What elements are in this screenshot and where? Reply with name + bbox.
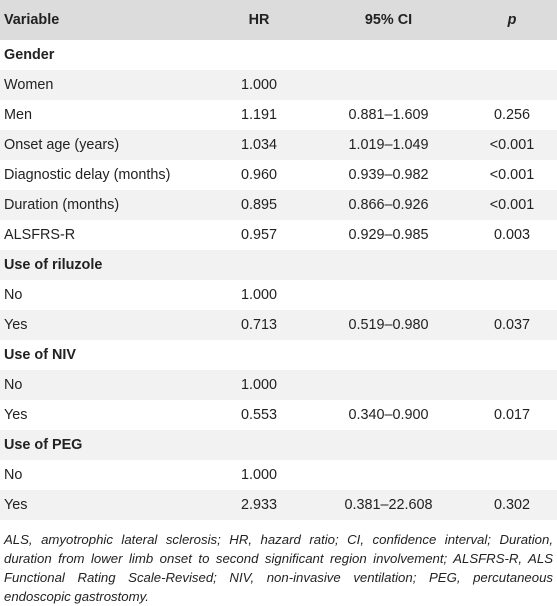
- cell-p: [467, 250, 557, 280]
- cell-ci: 0.881–1.609: [348, 107, 429, 123]
- cell-hr: 1.000: [240, 467, 277, 483]
- cell-p: 0.037: [493, 317, 530, 333]
- cell-hr: [208, 250, 310, 280]
- cell-ci: 0.340–0.900: [348, 407, 429, 423]
- cell-hr: [208, 340, 310, 370]
- cell-hr: 1.191: [240, 107, 277, 123]
- cell-p: <0.001: [489, 137, 535, 153]
- cell-hr: 2.933: [240, 497, 277, 513]
- cell-ci: [310, 40, 467, 70]
- cell-p: 0.017: [493, 407, 530, 423]
- cell-variable: Yes: [4, 497, 28, 513]
- table-row: No 1.000: [0, 460, 557, 490]
- cell-hr: 0.553: [240, 407, 277, 423]
- table-row: Diagnostic delay (months) 0.960 0.939–0.98…: [0, 160, 557, 190]
- cell-ci: [310, 430, 467, 460]
- cell-p: [467, 340, 557, 370]
- cell-p: [467, 70, 557, 100]
- table-row: Onset age (years) 1.034 1.019–1.049 <0.001: [0, 130, 557, 160]
- table-group-row: Gender: [0, 40, 557, 70]
- table-body: Gender Women 1.000 Men 1.191 0.881–1.609 0.256…: [0, 40, 557, 520]
- cell-ci: 0.866–0.926: [348, 197, 429, 213]
- cell-p: <0.001: [489, 167, 535, 183]
- cell-ci: 0.939–0.982: [348, 167, 429, 183]
- cell-ci: [310, 250, 467, 280]
- cell-variable: Duration (months): [4, 197, 120, 213]
- cell-p: [467, 430, 557, 460]
- cell-variable: Use of NIV: [4, 347, 76, 363]
- cell-hr: 1.000: [240, 77, 277, 93]
- table-row: Duration (months) 0.895 0.866–0.926 <0.001: [0, 190, 557, 220]
- cell-variable: Diagnostic delay (months): [4, 167, 171, 183]
- cell-variable: Yes: [4, 317, 28, 333]
- table-row: Yes 0.553 0.340–0.900 0.017: [0, 400, 557, 430]
- cell-p: 0.256: [493, 107, 530, 123]
- cell-hr: 1.000: [240, 287, 277, 303]
- cell-ci: [310, 460, 467, 490]
- hazard-ratio-table: Variable HR 95% CI p Gender Women 1.000 Men…: [0, 0, 557, 520]
- cell-variable: Use of PEG: [4, 437, 83, 453]
- cell-hr: 1.000: [240, 377, 277, 393]
- cell-ci: [310, 70, 467, 100]
- cell-p: [467, 460, 557, 490]
- cell-hr: 0.895: [240, 197, 277, 213]
- cell-hr: 1.034: [240, 137, 277, 153]
- table-row: Women 1.000: [0, 70, 557, 100]
- cell-variable: Women: [4, 77, 54, 93]
- cell-variable: Use of riluzole: [4, 257, 103, 273]
- cell-ci: [310, 370, 467, 400]
- table-group-row: Use of riluzole: [0, 250, 557, 280]
- cell-p: 0.003: [493, 227, 530, 243]
- cell-hr: 0.957: [240, 227, 277, 243]
- cell-ci: 0.519–0.980: [348, 317, 429, 333]
- header-variable: Variable: [4, 12, 60, 28]
- table-row: Yes 2.933 0.381–22.608 0.302: [0, 490, 557, 520]
- cell-variable: Onset age (years): [4, 137, 120, 153]
- table-row: No 1.000: [0, 280, 557, 310]
- cell-variable: ALSFRS-R: [4, 227, 76, 243]
- table-row: No 1.000: [0, 370, 557, 400]
- table-footnote: ALS, amyotrophic lateral sclerosis; HR, …: [4, 532, 553, 604]
- cell-variable: No: [4, 467, 23, 483]
- cell-variable: No: [4, 287, 23, 303]
- table-header-row: Variable HR 95% CI p: [0, 0, 557, 40]
- table-row: ALSFRS-R 0.957 0.929–0.985 0.003: [0, 220, 557, 250]
- cell-p: [467, 280, 557, 310]
- cell-hr: [208, 40, 310, 70]
- cell-ci: 1.019–1.049: [348, 137, 429, 153]
- cell-hr: 0.713: [240, 317, 277, 333]
- table-group-row: Use of NIV: [0, 340, 557, 370]
- header-ci: 95% CI: [364, 12, 413, 28]
- cell-p: 0.302: [493, 497, 530, 513]
- header-p: p: [507, 12, 517, 28]
- cell-hr: [208, 430, 310, 460]
- cell-ci: 0.381–22.608: [344, 497, 433, 513]
- cell-variable: Men: [4, 107, 32, 123]
- header-hr: HR: [248, 12, 270, 28]
- cell-hr: 0.960: [240, 167, 277, 183]
- cell-ci: 0.929–0.985: [348, 227, 429, 243]
- cell-ci: [310, 340, 467, 370]
- table-group-row: Use of PEG: [0, 430, 557, 460]
- cell-ci: [310, 280, 467, 310]
- cell-variable: Gender: [4, 47, 55, 63]
- table-row: Yes 0.713 0.519–0.980 0.037: [0, 310, 557, 340]
- cell-variable: No: [4, 377, 23, 393]
- cell-p: <0.001: [489, 197, 535, 213]
- table-row: Men 1.191 0.881–1.609 0.256: [0, 100, 557, 130]
- cell-p: [467, 40, 557, 70]
- cell-p: [467, 370, 557, 400]
- cell-variable: Yes: [4, 407, 28, 423]
